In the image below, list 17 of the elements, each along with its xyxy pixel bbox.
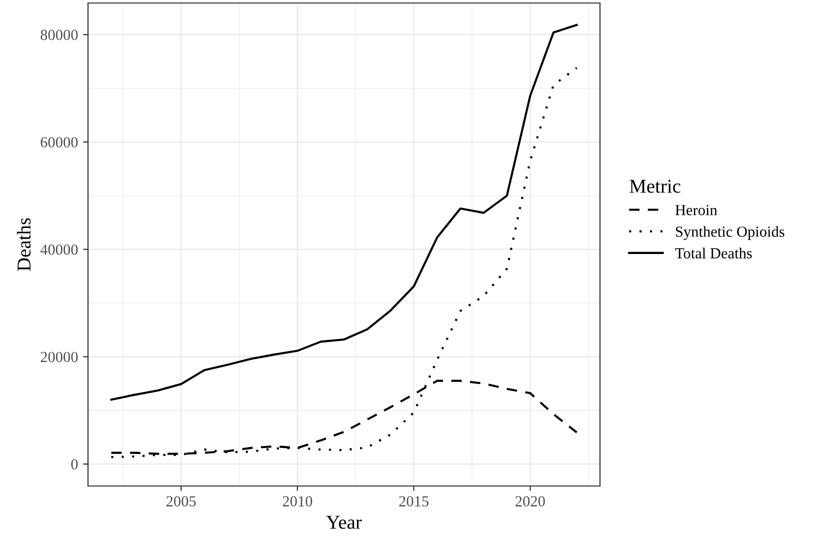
x-tick-label: 2020: [516, 496, 545, 506]
y-axis-title: Deaths: [16, 218, 31, 271]
x-tick-label: 2015: [399, 496, 428, 506]
line-series: [110, 24, 578, 401]
line-series: [110, 66, 578, 458]
y-tick-label: 40000: [40, 244, 78, 255]
x-tick-label: 2005: [166, 496, 196, 506]
legend-label: Total Deaths: [675, 248, 752, 258]
y-tick-label: 60000: [40, 137, 78, 148]
legend-label: Heroin: [675, 204, 718, 216]
y-tick-label: 80000: [40, 30, 78, 40]
x-tick-label: 2010: [282, 496, 312, 506]
x-axis-title: Year: [326, 516, 362, 529]
y-tick-label: 20000: [40, 352, 78, 362]
y-tick-label: 0: [71, 459, 78, 470]
legend-label: Synthetic Opioids: [676, 226, 784, 240]
legend-title: Metric: [630, 180, 680, 193]
